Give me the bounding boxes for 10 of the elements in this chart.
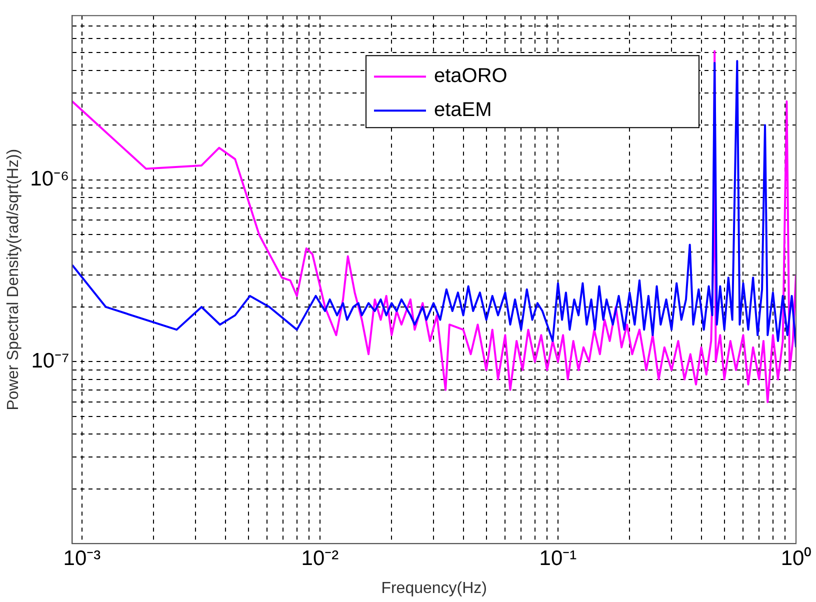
x-tick-label: 10⁻¹ (539, 546, 577, 570)
y-tick-label: 10⁻⁷ (31, 350, 70, 373)
x-axis-title: Frequency(Hz) (381, 580, 488, 597)
x-tick-label: 10⁻³ (63, 546, 101, 570)
legend-label: etaORO (434, 65, 508, 88)
x-tick-label: 10⁰ (780, 546, 812, 570)
y-tick-label: 10⁻⁶ (30, 168, 70, 191)
y-axis-title: Power Spectral Density(rad/sqrt(Hz)) (5, 148, 22, 410)
x-tick-label: 10⁻² (301, 546, 339, 570)
legend-label: etaEM (434, 99, 492, 122)
